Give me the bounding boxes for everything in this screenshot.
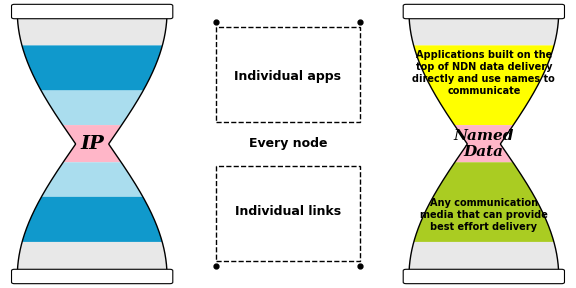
- FancyBboxPatch shape: [403, 4, 564, 19]
- Bar: [216, 166, 360, 261]
- Text: Applications built on the
top of NDN data delivery
directly and use names to
com: Applications built on the top of NDN dat…: [412, 50, 555, 96]
- Text: Named
Data: Named Data: [454, 129, 514, 159]
- Polygon shape: [414, 46, 554, 125]
- Text: Individual apps: Individual apps: [234, 70, 342, 83]
- Text: Every node: Every node: [249, 137, 327, 151]
- Polygon shape: [41, 90, 143, 125]
- Polygon shape: [17, 242, 167, 276]
- FancyBboxPatch shape: [12, 4, 173, 19]
- Text: Individual links: Individual links: [235, 205, 341, 218]
- Polygon shape: [63, 125, 122, 162]
- Text: Any communication
media that can provide
best effort delivery: Any communication media that can provide…: [420, 198, 548, 232]
- Polygon shape: [41, 162, 143, 197]
- Bar: [216, 27, 360, 122]
- Polygon shape: [454, 125, 513, 162]
- Polygon shape: [17, 12, 167, 46]
- FancyBboxPatch shape: [12, 269, 173, 284]
- Polygon shape: [22, 46, 162, 90]
- FancyBboxPatch shape: [403, 269, 564, 284]
- Polygon shape: [409, 242, 559, 276]
- Polygon shape: [414, 162, 554, 242]
- Polygon shape: [409, 12, 559, 46]
- Text: IP: IP: [80, 135, 104, 153]
- Polygon shape: [22, 197, 162, 242]
